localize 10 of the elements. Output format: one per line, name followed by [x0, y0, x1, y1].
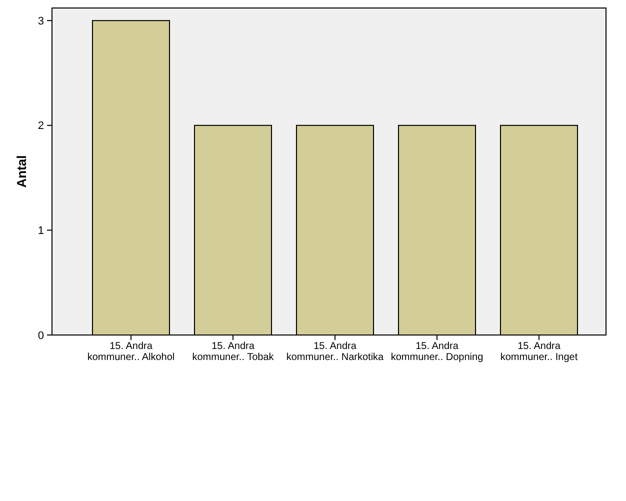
y-tick-label: 3	[38, 15, 44, 28]
y-tick-label: 0	[38, 330, 44, 342]
y-axis-title: Antal	[14, 155, 29, 188]
x-tick-label: 15. Andra kommuner.. Alkohol	[87, 341, 175, 363]
x-tick-label: 15. Andra kommuner.. Tobak	[192, 341, 275, 363]
x-tick-label: 15. Andra kommuner.. Narkotika	[286, 341, 384, 363]
y-tick-label: 1	[38, 225, 44, 238]
y-tick-label: 2	[38, 120, 44, 132]
x-tick-label: 15. Andra kommuner.. Inget	[500, 341, 578, 363]
x-tick-label: 15. Andra kommuner.. Dopning	[390, 341, 484, 363]
